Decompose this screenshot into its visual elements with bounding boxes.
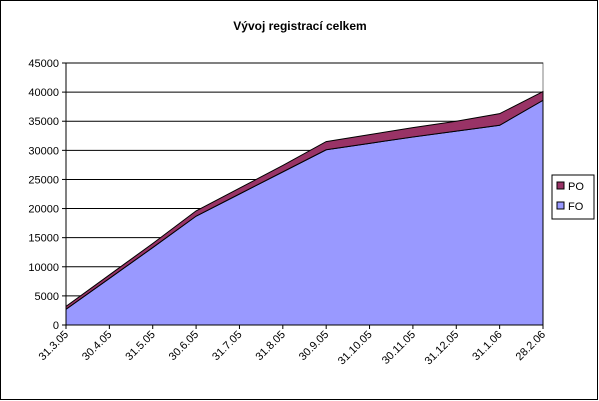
y-tick-label: 20000: [28, 204, 59, 216]
y-tick-label: 45000: [28, 58, 59, 70]
y-tick-label: 35000: [28, 116, 59, 128]
y-tick-label: 10000: [28, 262, 59, 274]
legend-label: FO: [568, 201, 584, 213]
y-tick-label: 30000: [28, 145, 59, 157]
legend-swatch: [556, 201, 565, 210]
area: [65, 90, 544, 311]
y-tick-label: 15000: [28, 233, 59, 245]
y-tick-label: 5000: [35, 291, 59, 303]
y-tick-label: 25000: [28, 174, 59, 186]
y-tick-label: 40000: [28, 87, 59, 99]
chart-title: Vývoj registrací celkem: [233, 19, 366, 33]
y-tick-label: 0: [53, 320, 59, 332]
legend-label: PO: [568, 181, 584, 193]
legend-swatch: [556, 181, 565, 190]
